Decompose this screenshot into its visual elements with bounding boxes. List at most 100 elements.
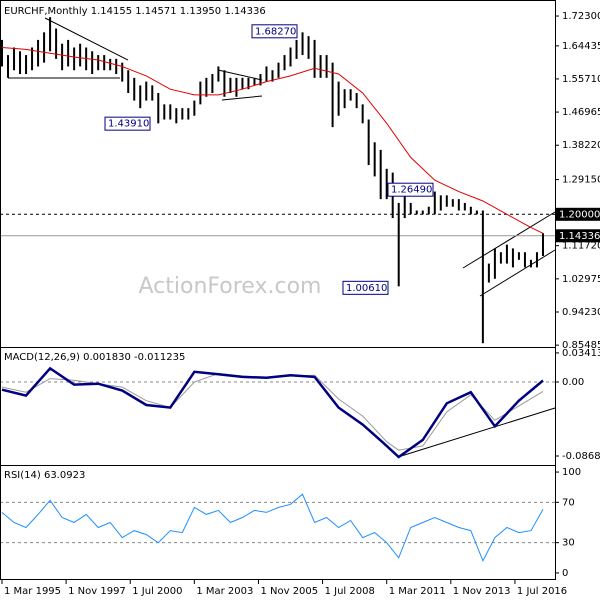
- price-label-box: [556, 229, 600, 243]
- panel-title: EURCHF,Monthly 1.14155 1.14571 1.13950 1…: [4, 6, 266, 17]
- price-bar: [55, 28, 58, 59]
- price-bar: [421, 210, 424, 215]
- panel-title: RSI(14) 63.0923: [4, 470, 85, 481]
- price-bar: [199, 81, 202, 105]
- series-line: [1, 493, 544, 563]
- price-bar: [427, 206, 430, 215]
- price-bar: [397, 202, 400, 287]
- price-bar: [13, 47, 16, 71]
- x-tick-label: 1 Mar 1995: [4, 586, 61, 597]
- price-bar: [169, 104, 172, 120]
- price-bar: [457, 199, 460, 211]
- price-bar: [121, 62, 124, 82]
- price-bar: [463, 202, 466, 211]
- price-bar: [373, 142, 376, 177]
- price-bar: [313, 39, 316, 78]
- price-bar: [193, 100, 196, 116]
- price-bar: [415, 210, 418, 215]
- y-tick-label: 1.46965: [562, 107, 600, 118]
- x-tick-label: 1 Nov 2005: [260, 586, 318, 597]
- annotation-label: 1.68270: [255, 26, 296, 37]
- price-bar: [187, 108, 190, 120]
- price-bar: [319, 55, 322, 78]
- plot: EURCHF,Monthly 1.14155 1.14571 1.13950 1…: [0, 6, 600, 597]
- price-bar: [529, 259, 532, 268]
- price-bar: [67, 39, 70, 67]
- trendline: [44, 17, 129, 61]
- annotation-label: 1.43910: [108, 119, 149, 130]
- price-bar: [43, 32, 46, 63]
- y-tick-label: 100: [562, 467, 581, 478]
- moving-average: [1, 47, 544, 234]
- price-bar: [253, 77, 256, 86]
- price-bar: [139, 85, 142, 109]
- price-bar: [259, 74, 262, 86]
- y-tick-label: 1.29150: [562, 175, 600, 186]
- price-bar: [439, 195, 442, 211]
- price-bar: [499, 252, 502, 264]
- price-bar: [355, 92, 358, 109]
- y-tick-label: 1.55710: [562, 74, 600, 85]
- annotation-label: 1.26490: [391, 185, 432, 196]
- price-bar: [103, 55, 106, 71]
- price-bar: [379, 149, 382, 200]
- price-bar: [301, 32, 304, 56]
- price-bar: [517, 252, 520, 260]
- price-bar: [127, 70, 130, 93]
- panel-title: MACD(12,26,9) 0.001830 -0.011235: [4, 352, 185, 363]
- y-tick-label: 0.94230: [562, 307, 600, 318]
- annotation-box: [104, 116, 151, 131]
- price-bar: [151, 85, 154, 101]
- price-bar: [223, 70, 226, 97]
- x-tick-label: 1 Nov 1997: [68, 586, 126, 597]
- price-bar: [523, 252, 526, 268]
- price-bar: [145, 81, 148, 101]
- rsi-frame: [0, 465, 556, 580]
- price-bar: [271, 70, 274, 82]
- price-bar: [205, 77, 208, 97]
- price-bar: [337, 81, 340, 116]
- price-bar: [367, 119, 370, 166]
- price-bar: [91, 51, 94, 75]
- price-label-box: [556, 207, 600, 221]
- price-bar: [403, 195, 406, 219]
- price-bar: [229, 77, 232, 93]
- y-tick-label: 0.034137: [562, 348, 600, 359]
- price-bar: [31, 47, 34, 71]
- price-bar: [343, 89, 346, 109]
- price-bar: [217, 66, 220, 82]
- price-bar: [25, 55, 28, 75]
- trendline: [479, 249, 556, 297]
- trendline: [462, 211, 556, 269]
- price-bar: [481, 210, 484, 344]
- price-bar: [247, 77, 250, 90]
- price-bar: [49, 17, 52, 52]
- y-tick-label: 1.02975: [562, 274, 600, 285]
- y-tick-label: -0.086849: [562, 451, 600, 462]
- x-tick-label: 1 Jul 2016: [517, 586, 567, 597]
- price-bar: [277, 62, 280, 78]
- price-bar: [265, 66, 268, 82]
- price-bar: [475, 210, 478, 215]
- price-bar: [181, 108, 184, 120]
- price-bar: [157, 92, 160, 124]
- x-tick-label: 1 Mar 2003: [196, 586, 253, 597]
- x-tick-label: 1 Jul 2008: [325, 586, 375, 597]
- price-bar: [1, 39, 4, 67]
- price-bar: [505, 244, 508, 264]
- annotation-box: [342, 280, 389, 295]
- price-bar: [295, 39, 298, 59]
- price-bar: [409, 202, 412, 215]
- price-bar: [361, 104, 364, 124]
- price-bar: [7, 55, 10, 78]
- price-bar: [37, 39, 40, 67]
- price-bar: [283, 55, 286, 71]
- price-bar: [385, 168, 388, 200]
- price-bar: [535, 252, 538, 268]
- price-bar: [19, 51, 22, 75]
- price-bar: [175, 108, 178, 124]
- price-bar: [133, 77, 136, 101]
- y-tick-label: 0.00: [562, 377, 584, 388]
